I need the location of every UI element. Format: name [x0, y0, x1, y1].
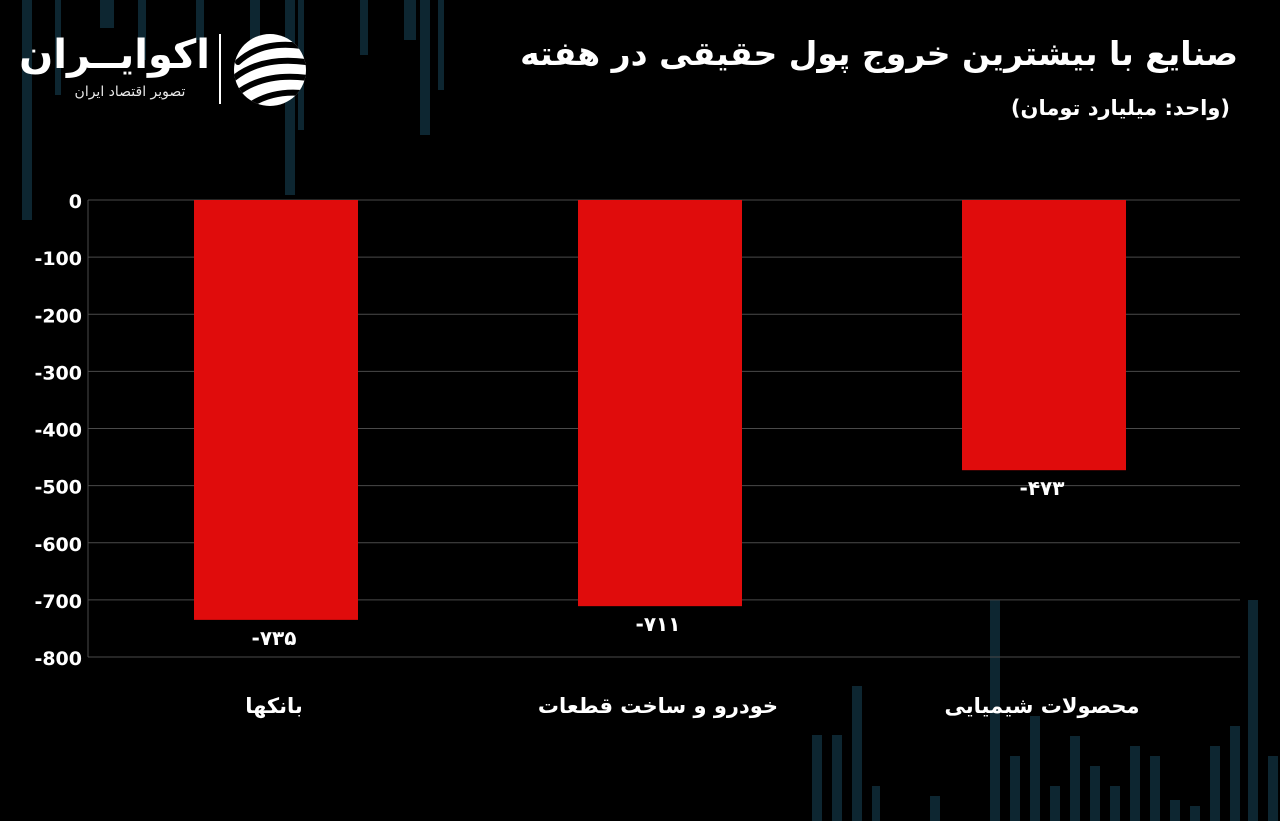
- y-tick-label: -500: [34, 477, 82, 499]
- background-candle: [1070, 736, 1080, 821]
- background-candle: [196, 0, 204, 40]
- background-candle: [1210, 746, 1220, 821]
- background-candle: [1190, 806, 1200, 821]
- bar-value-label: -۴۷۳: [1020, 476, 1065, 500]
- background-candle: [404, 0, 416, 40]
- y-tick-label: -800: [34, 648, 82, 670]
- logo-name: اکوایــران: [19, 32, 210, 78]
- background-candle: [1150, 756, 1160, 821]
- background-candle: [832, 735, 842, 821]
- x-category-label: محصولات شیمیایی: [945, 694, 1140, 718]
- background-candle: [1090, 766, 1100, 821]
- background-candle: [1050, 786, 1060, 821]
- background-candle: [438, 0, 444, 90]
- y-tick-label: -700: [34, 591, 82, 613]
- chart-title: صنایع با بیشترین خروج پول حقیقی در هفته: [520, 34, 1238, 73]
- background-candle: [360, 0, 368, 55]
- background-candle: [812, 735, 822, 821]
- x-category-label: خودرو و ساخت قطعات: [538, 694, 778, 718]
- background-candle: [1010, 756, 1020, 821]
- background-candle: [1110, 786, 1120, 821]
- background-candle: [930, 796, 940, 821]
- y-tick-label: -200: [34, 305, 82, 327]
- y-tick-label: -400: [34, 420, 82, 442]
- background-candle: [22, 0, 32, 220]
- y-tick-label: -600: [34, 534, 82, 556]
- bar: [962, 200, 1126, 471]
- background-candle: [420, 0, 430, 135]
- y-tick-label: -100: [34, 248, 82, 270]
- y-tick-label: -300: [34, 362, 82, 384]
- y-tick-label: 0: [69, 191, 82, 213]
- background-candle: [872, 786, 880, 821]
- background-candle: [852, 686, 862, 821]
- bar-value-label: -۷۱۱: [636, 612, 681, 636]
- background-candle: [990, 600, 1000, 821]
- background-candle: [1268, 756, 1278, 821]
- bar: [578, 200, 742, 607]
- bar: [194, 200, 358, 620]
- background-candle: [1030, 716, 1040, 821]
- background-candle: [1230, 726, 1240, 821]
- logo-divider: [219, 34, 221, 104]
- background-candle: [1170, 800, 1180, 821]
- background-candle: [1130, 746, 1140, 821]
- logo-tagline: تصویر اقتصاد ایران: [74, 84, 186, 100]
- brand-logo: اکوایــران تصویر اقتصاد ایران: [19, 32, 313, 112]
- ekoiran-logo-icon: [234, 34, 306, 106]
- background-candle: [100, 0, 114, 28]
- chart-subtitle: (واحد: میلیارد تومان): [1010, 96, 1230, 120]
- background-candle: [55, 0, 61, 95]
- x-category-label: بانکها: [245, 694, 303, 718]
- background-candle: [138, 0, 146, 60]
- background-candle: [1248, 600, 1258, 821]
- bar-value-label: -۷۳۵: [252, 626, 297, 650]
